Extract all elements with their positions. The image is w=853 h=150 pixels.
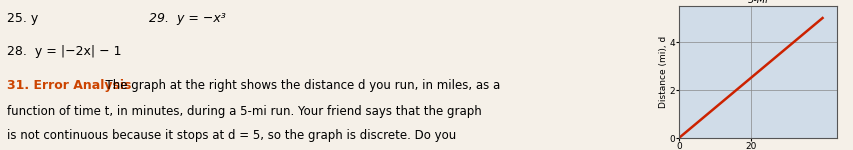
Text: is not continuous because it stops at d = 5, so the graph is discrete. Do you: is not continuous because it stops at d … bbox=[7, 129, 456, 142]
Text: 29.  y = −x³: 29. y = −x³ bbox=[149, 12, 226, 25]
Text: 31. Error Analysis: 31. Error Analysis bbox=[7, 80, 131, 93]
Title: 5-Mi: 5-Mi bbox=[746, 0, 768, 5]
Text: The graph at the right shows the distance d you run, in miles, as a: The graph at the right shows the distanc… bbox=[98, 80, 500, 93]
Text: function of time t, in minutes, during a 5-mi run. Your friend says that the gra: function of time t, in minutes, during a… bbox=[7, 105, 481, 118]
Text: 28.  y = |−2x| − 1: 28. y = |−2x| − 1 bbox=[7, 45, 121, 58]
Y-axis label: Distance (mi), d: Distance (mi), d bbox=[658, 36, 667, 108]
Text: 25. y: 25. y bbox=[7, 12, 38, 25]
